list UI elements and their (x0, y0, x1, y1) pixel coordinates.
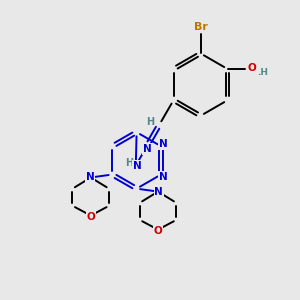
Text: H: H (146, 117, 154, 127)
Text: N: N (159, 172, 168, 182)
Text: Br: Br (194, 22, 208, 32)
Text: .H: .H (257, 68, 268, 77)
Text: N: N (154, 187, 163, 196)
Text: O: O (86, 212, 95, 222)
Text: N: N (86, 172, 94, 182)
Text: N: N (143, 144, 152, 154)
Text: O: O (154, 226, 162, 236)
Text: N: N (133, 160, 142, 170)
Text: O: O (248, 63, 256, 74)
Text: N: N (159, 139, 168, 149)
Text: H: H (125, 158, 133, 168)
